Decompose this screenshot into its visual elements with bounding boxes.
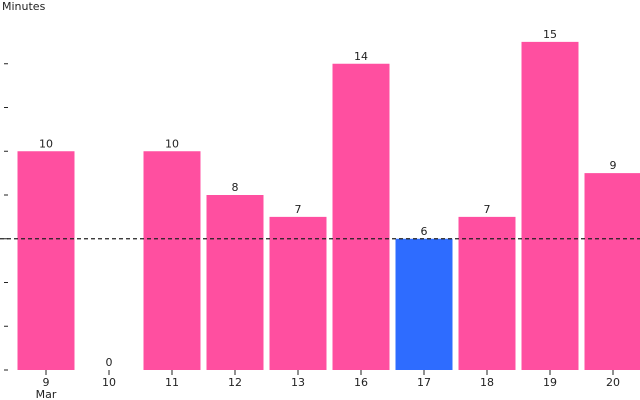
x-tick-label: 11 — [165, 376, 179, 389]
x-tick-label: 18 — [480, 376, 494, 389]
x-tick-label: 17 — [417, 376, 431, 389]
x-tick-label: 13 — [291, 376, 305, 389]
bar-labels: 10 0 10 8 7 14 6 7 15 9 — [39, 28, 617, 369]
bar-value-label: 10 — [165, 137, 179, 150]
y-axis-label: Minutes — [2, 0, 46, 13]
bar-value-label: 0 — [106, 356, 113, 369]
x-tick-label: 20 — [606, 376, 620, 389]
bar-20[interactable] — [584, 173, 640, 370]
bars — [17, 41, 640, 370]
bar-17[interactable] — [395, 238, 453, 370]
bar-13[interactable] — [269, 216, 327, 370]
bar-value-label: 15 — [543, 28, 557, 41]
x-tick-label: 12 — [228, 376, 242, 389]
bar-value-label: 8 — [232, 181, 239, 194]
y-axis-ticks — [4, 63, 8, 371]
x-tick-label: 10 — [102, 376, 116, 389]
x-tick-sublabel: Mar — [36, 388, 57, 400]
x-tick-label: 16 — [354, 376, 368, 389]
x-tick-label: 9 — [43, 376, 50, 389]
bar-19[interactable] — [521, 41, 579, 370]
bar-9[interactable] — [17, 151, 75, 370]
bar-value-label: 14 — [354, 50, 368, 63]
bar-value-label: 7 — [295, 203, 302, 216]
bar-12[interactable] — [206, 195, 264, 370]
bar-value-label: 10 — [39, 137, 53, 150]
bar-16[interactable] — [332, 63, 390, 370]
bar-value-label: 7 — [484, 203, 491, 216]
x-tick-label: 19 — [543, 376, 557, 389]
bar-18[interactable] — [458, 216, 516, 370]
bar-value-label: 6 — [421, 225, 428, 238]
bar-11[interactable] — [143, 151, 201, 370]
bar-value-label: 9 — [610, 159, 617, 172]
